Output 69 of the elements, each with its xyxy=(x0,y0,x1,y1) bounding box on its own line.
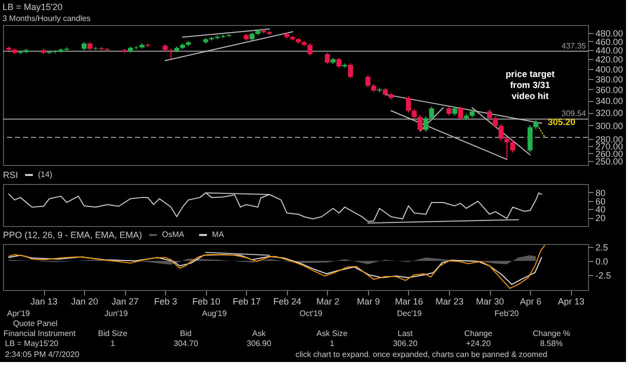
text: Feb'20 xyxy=(494,309,520,318)
y-tick-label: 440.00 xyxy=(596,46,624,56)
text: +24.20 xyxy=(466,339,492,348)
text: Bid xyxy=(180,329,192,338)
text: Oct'19 xyxy=(300,309,323,318)
chart-title: RSI xyxy=(3,170,18,180)
y-tick-label: 320.00 xyxy=(596,108,624,118)
y-tick-label: 480.00 xyxy=(596,28,624,39)
text: Change xyxy=(464,329,493,338)
y-tick-label: 300.00 xyxy=(596,120,624,131)
text: Dec'19 xyxy=(397,309,422,318)
x-tick-label: Mar 2 xyxy=(316,296,340,306)
x-tick-label: Mar 9 xyxy=(356,296,380,306)
y-tick-label: 0.0 xyxy=(596,256,608,266)
chart-title: LB = May15'20 xyxy=(2,2,63,12)
y-tick-label: 20 xyxy=(596,213,606,224)
text: Change % xyxy=(532,329,570,338)
text: Last xyxy=(398,329,414,338)
text: LB = May15'20 xyxy=(5,339,59,348)
y-tick-label: 460.00 xyxy=(596,36,624,47)
y-tick-label: 360.00 xyxy=(596,84,624,95)
x-tick-label: Feb 24 xyxy=(273,296,302,306)
text: Apr'19 xyxy=(7,309,30,318)
y-tick-label: 260.00 xyxy=(596,148,624,159)
x-tick-label: Feb 3 xyxy=(154,296,178,306)
text: 1 xyxy=(330,339,335,348)
x-tick-label: Jan 27 xyxy=(112,296,139,306)
y-tick-label: 40 xyxy=(596,204,606,215)
x-tick-label: Mar 23 xyxy=(435,296,464,306)
text: Quote Panel xyxy=(13,319,58,328)
annotation: price target from 3/31 video hit xyxy=(506,69,555,102)
text: Financial Instrument xyxy=(4,329,76,338)
y-tick-label: 380.00 xyxy=(596,74,624,84)
y-tick-label: -2.5 xyxy=(596,270,612,280)
x-tick-label: Mar 16 xyxy=(394,296,423,306)
y-tick-label: 60 xyxy=(596,196,606,206)
y-tick-label: 340.00 xyxy=(596,96,624,106)
x-tick-label: Jan 13 xyxy=(30,296,58,306)
legend-label: MA xyxy=(212,230,225,239)
y-tick-label: 80 xyxy=(596,188,606,198)
text: 306.90 xyxy=(246,339,272,348)
text: click chart to expand. once expanded, charts can be panned & zoomed xyxy=(296,350,548,359)
text: 1 xyxy=(110,339,116,348)
x-tick-label: Jan 20 xyxy=(71,296,98,306)
x-tick-label: Apr 13 xyxy=(558,296,584,306)
text: Ask Size xyxy=(316,329,348,338)
text: Bid Size xyxy=(98,329,128,338)
text: 8.58% xyxy=(540,339,563,348)
legend-label: (14) xyxy=(38,170,53,179)
text: 306.20 xyxy=(392,339,418,348)
x-tick-label: Apr 6 xyxy=(520,296,542,306)
y-tick-label: 2.5 xyxy=(596,242,608,252)
text: Aug'19 xyxy=(202,309,228,318)
x-tick-label: Mar 30 xyxy=(476,296,504,306)
y-tick-label: 420.00 xyxy=(596,54,624,65)
chart-subtitle: 3 Months/Hourly candles xyxy=(2,14,91,23)
ref-line-label: 437.35 xyxy=(562,41,587,50)
text: 304.70 xyxy=(174,339,199,348)
text: Ask xyxy=(252,329,267,338)
legend-label: OsMA xyxy=(162,230,185,239)
y-tick-label: 400.00 xyxy=(596,64,624,74)
annotation: 305.20 xyxy=(548,116,576,127)
x-tick-label: Feb 10 xyxy=(192,296,220,306)
ref-line-label: 309.54 xyxy=(562,109,587,118)
text: 2:34:05 PM 4/7/2020 xyxy=(5,350,80,359)
chart-title: PPO (12, 26, 9 - EMA, EMA, EMA) xyxy=(3,230,142,240)
x-tick-label: Feb 17 xyxy=(232,296,261,306)
y-tick-label: 250.00 xyxy=(596,156,624,167)
text: Jun'19 xyxy=(104,309,128,318)
